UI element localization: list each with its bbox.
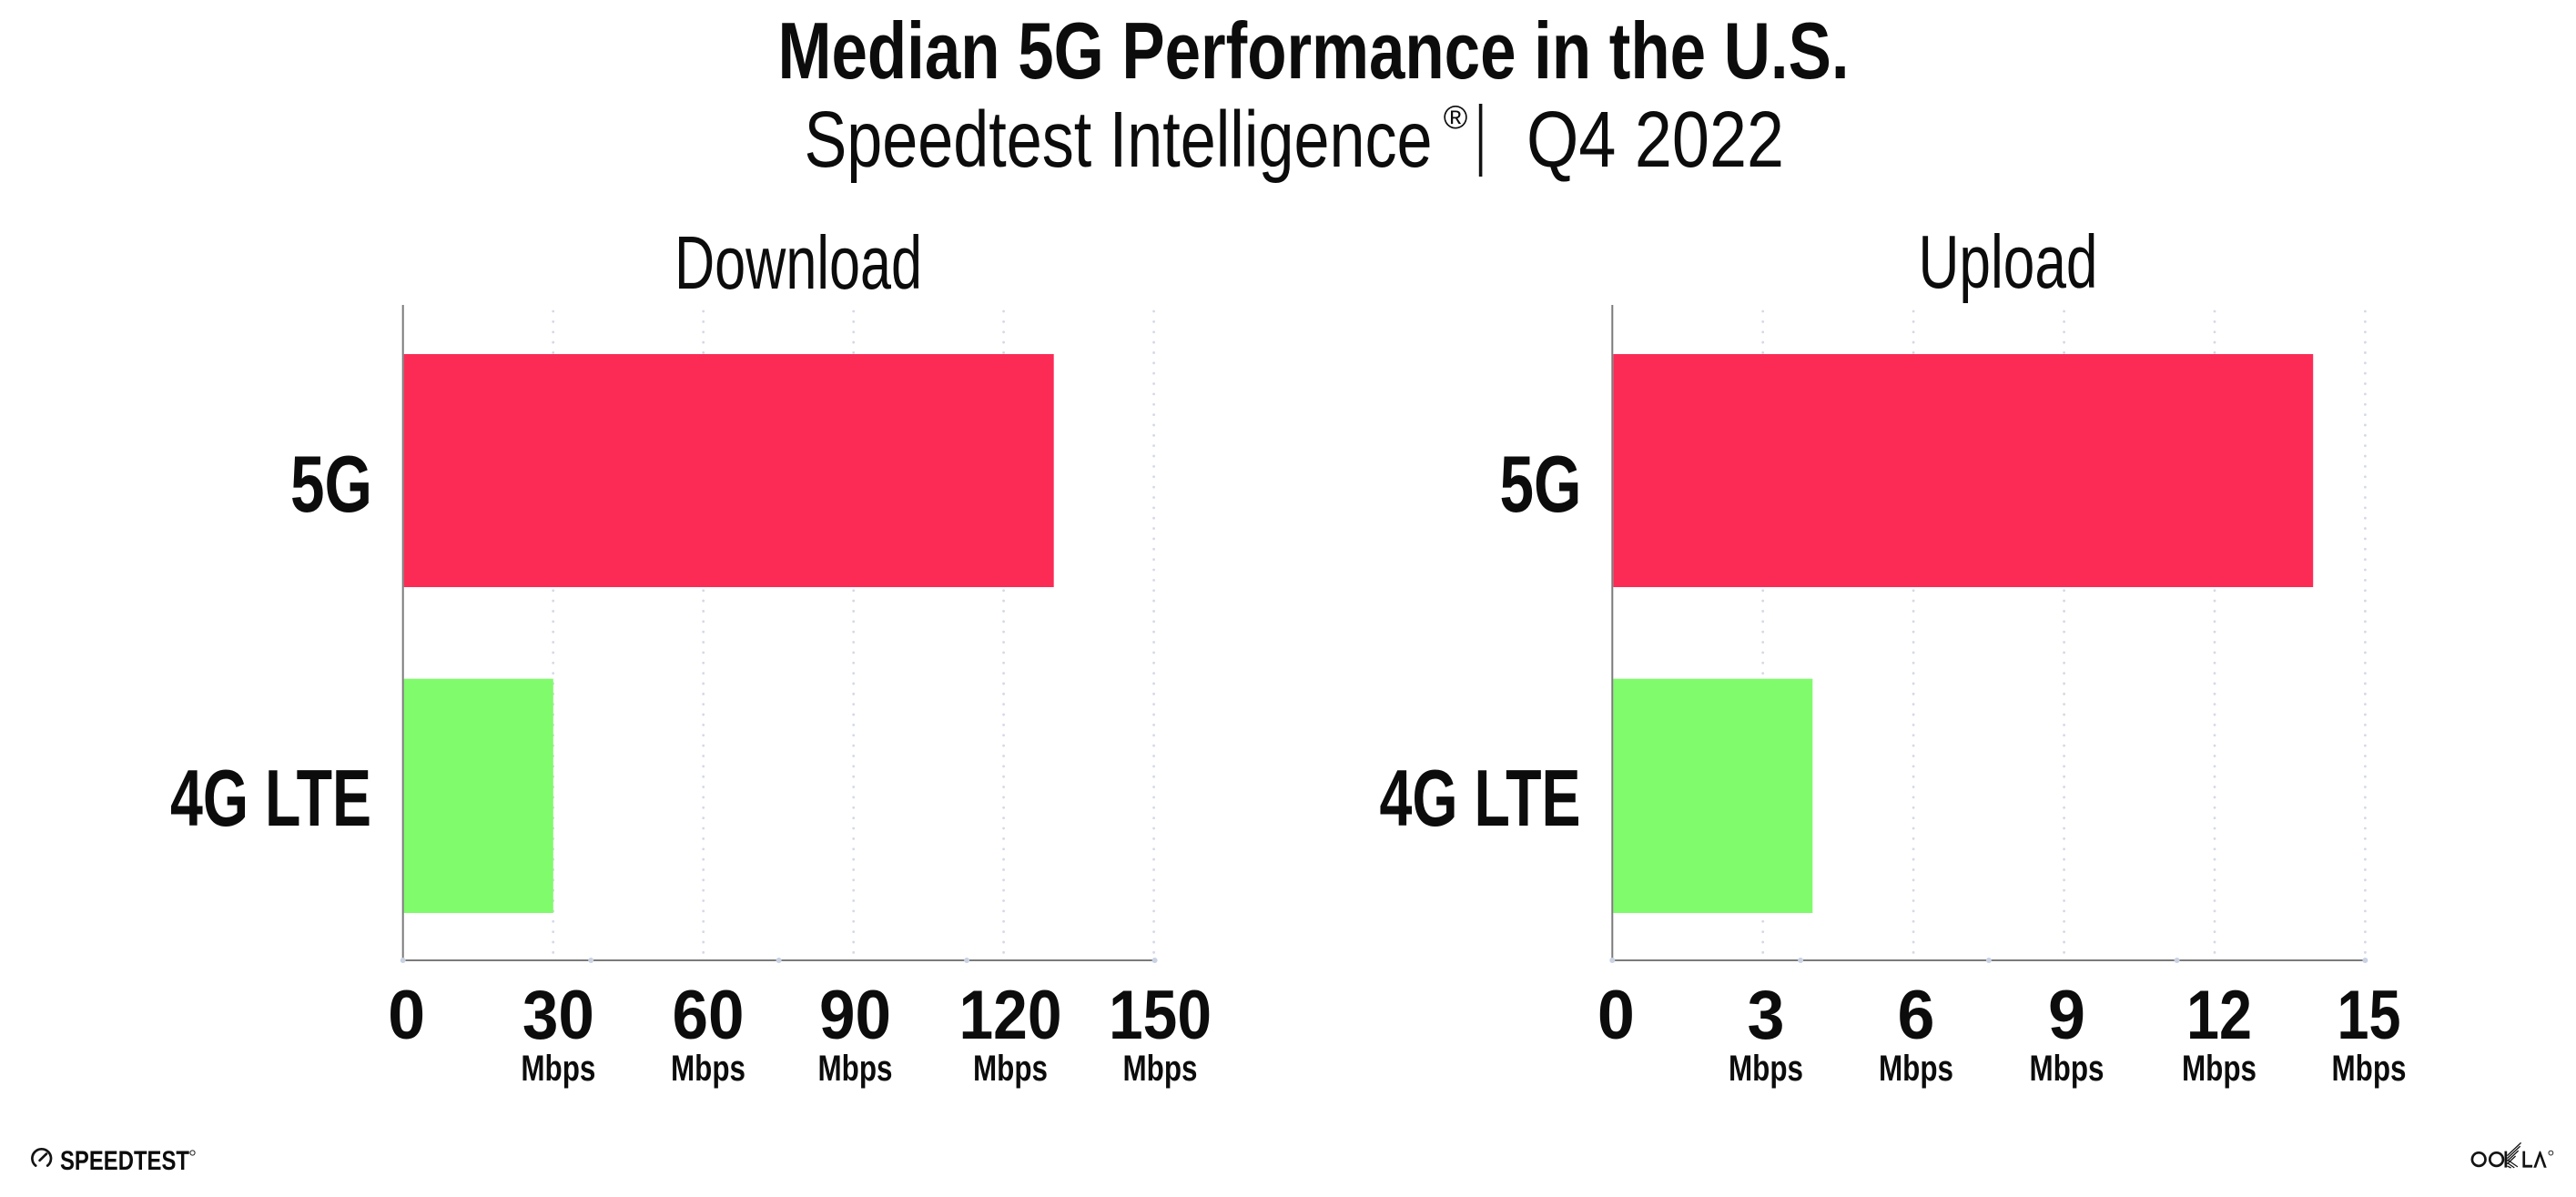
svg-text:Mbps: Mbps [818,1049,893,1089]
svg-text:Mbps: Mbps [521,1049,595,1089]
svg-text:30: 30 [522,977,594,1054]
svg-text:®: ® [1444,98,1468,136]
svg-text:12: 12 [2186,977,2252,1054]
svg-text:Mbps: Mbps [2030,1049,2104,1089]
svg-text:Mbps: Mbps [1123,1049,1198,1089]
svg-text:3: 3 [1748,977,1785,1054]
svg-text:60: 60 [673,977,745,1054]
svg-text:90: 90 [819,977,891,1054]
svg-text:Median 5G Performance in the U: Median 5G Performance in the U.S. [778,5,1850,96]
svg-text:0: 0 [1597,977,1635,1054]
svg-text:4G LTE: 4G LTE [170,753,371,843]
svg-text:Mbps: Mbps [2332,1049,2407,1089]
svg-text:Mbps: Mbps [2182,1049,2257,1089]
svg-text:9: 9 [2048,977,2085,1054]
svg-text:150: 150 [1109,977,1212,1054]
svg-text:6: 6 [1898,977,1935,1054]
svg-text:Speedtest Intelligence: Speedtest Intelligence [805,96,1433,184]
svg-text:15: 15 [2338,977,2401,1054]
svg-text:Download: Download [674,220,922,305]
svg-text:Q4 2022: Q4 2022 [1526,96,1784,184]
svg-text:Mbps: Mbps [1729,1049,1803,1089]
svg-text:120: 120 [959,977,1062,1054]
svg-text:SPEEDTEST: SPEEDTEST [60,1146,189,1176]
svg-text:Mbps: Mbps [671,1049,745,1089]
svg-text:4G LTE: 4G LTE [1380,753,1581,843]
svg-text:Mbps: Mbps [1879,1049,1953,1089]
svg-text:0: 0 [388,977,425,1054]
svg-text:Mbps: Mbps [973,1049,1048,1089]
svg-text:Upload: Upload [1919,219,2098,304]
svg-text:5G: 5G [1500,439,1582,529]
svg-text:5G: 5G [290,439,372,529]
